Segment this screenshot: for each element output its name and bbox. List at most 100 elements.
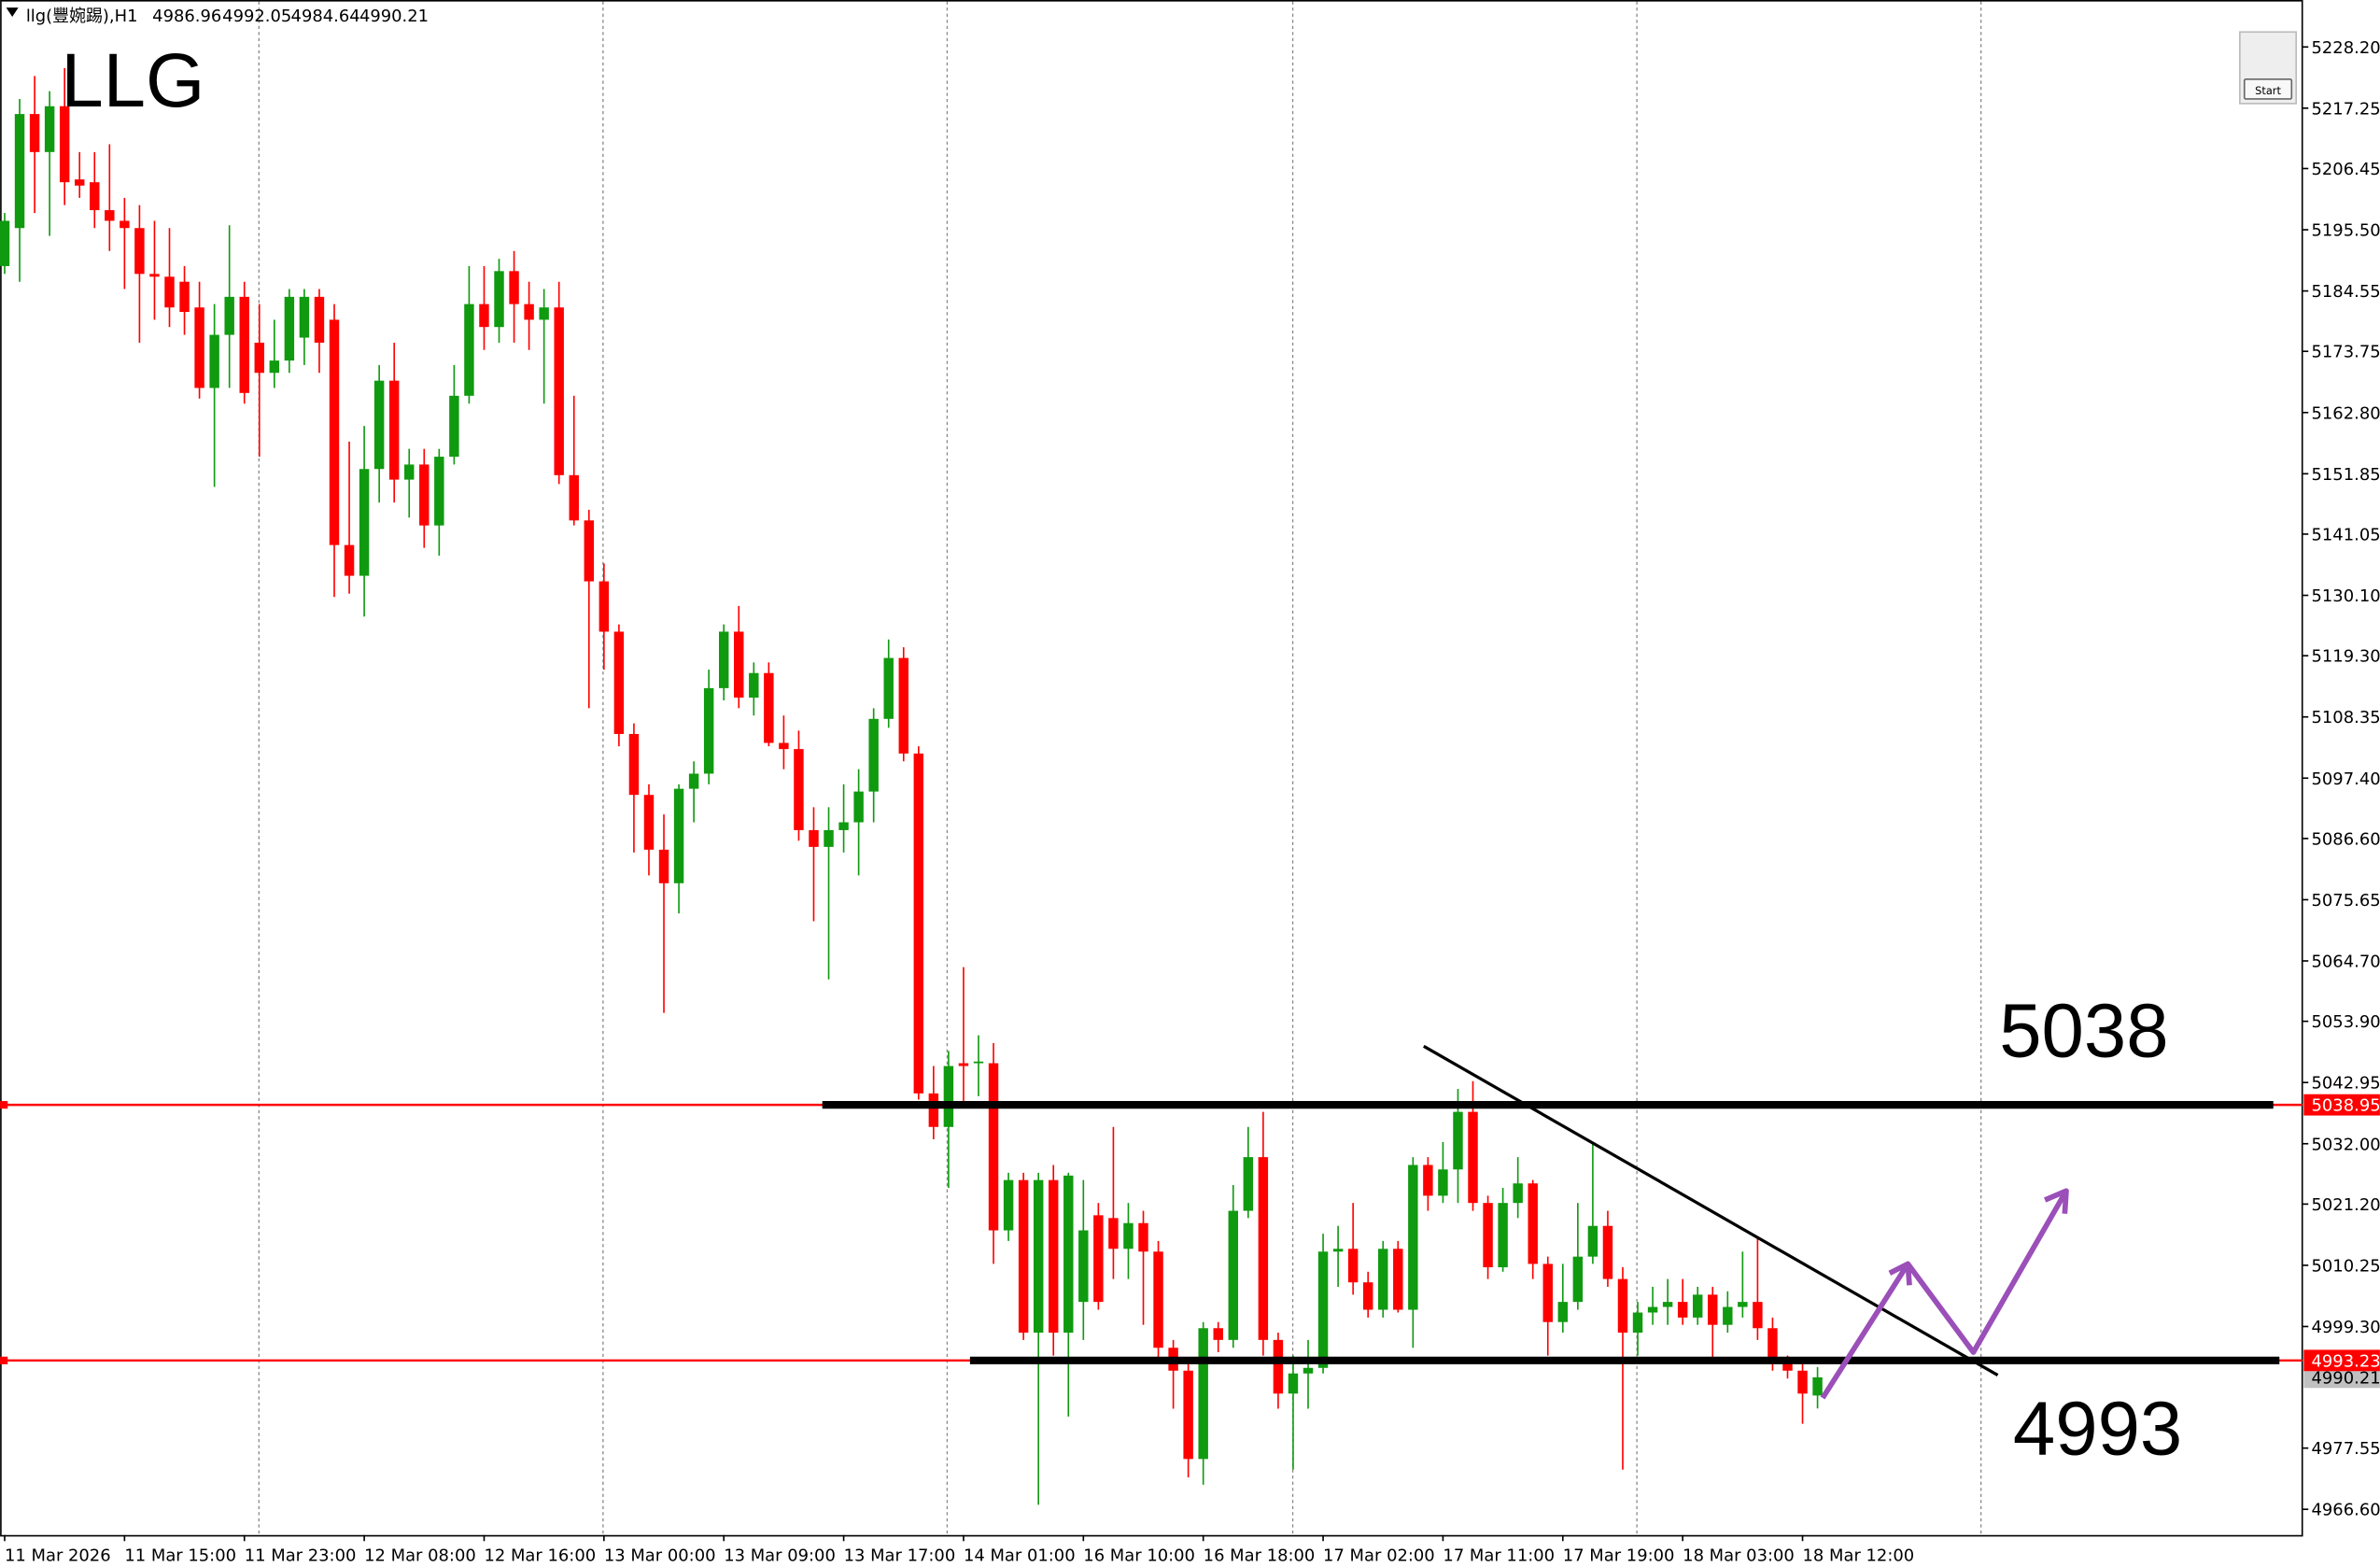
- candle-body: [0, 220, 10, 266]
- y-tick-label: 5151.85: [2312, 465, 2380, 485]
- candle-body: [1213, 1328, 1223, 1340]
- level-tag: [2303, 1349, 2380, 1372]
- x-tick-label: 18 Mar 03:00: [1683, 1546, 1795, 1565]
- candle-body: [1332, 1249, 1344, 1252]
- candle-body: [749, 672, 759, 699]
- candle-body: [958, 1063, 969, 1066]
- candle-body: [943, 1066, 954, 1127]
- candle-body: [239, 296, 249, 393]
- candle-body: [1812, 1376, 1823, 1396]
- candle-body: [673, 788, 684, 883]
- candle-body: [1228, 1210, 1238, 1340]
- y-tick-label: 5184.55: [2312, 282, 2380, 302]
- arrow-head: [1888, 1261, 1912, 1286]
- candle-body: [1468, 1111, 1478, 1204]
- x-tick-label: 12 Mar 08:00: [364, 1546, 476, 1565]
- trend-line: [1423, 1044, 1999, 1376]
- candle-body: [1572, 1256, 1584, 1303]
- time-axis: 11 Mar 2026 11 Mar 15:00 11 Mar 23:00 12 Ma…: [4, 1534, 1915, 1565]
- y-tick-label: 5010.25: [2312, 1256, 2380, 1276]
- level-tag-label: 5038.95: [2312, 1096, 2380, 1116]
- candle-body: [59, 106, 70, 183]
- candle-body: [479, 304, 489, 328]
- level-marker: [0, 1101, 8, 1109]
- start-button[interactable]: [2243, 78, 2293, 100]
- y-tick-label: 5195.50: [2312, 221, 2380, 241]
- y-tick-label: 5217.25: [2312, 99, 2380, 119]
- candle-body: [1093, 1215, 1104, 1303]
- candle-body: [449, 395, 459, 458]
- candle-body: [1317, 1251, 1329, 1368]
- x-tick-label: 18 Mar 12:00: [1803, 1546, 1915, 1565]
- candle-body: [1542, 1263, 1553, 1322]
- x-tick-label: 14 Mar 01:00: [964, 1546, 1076, 1565]
- candle-body: [584, 520, 595, 582]
- levels: [0, 1101, 2303, 1364]
- candle-body: [1557, 1302, 1569, 1322]
- candle-body: [1797, 1370, 1808, 1394]
- start-button-label[interactable]: Start: [2255, 84, 2281, 97]
- candle-body: [853, 791, 864, 823]
- candle-body: [75, 179, 85, 186]
- candle-body: [658, 849, 669, 883]
- candle-body: [164, 276, 175, 308]
- candle-body: [299, 296, 310, 338]
- candle-body: [643, 795, 655, 850]
- candle-body: [329, 319, 340, 545]
- candle-body: [254, 342, 264, 374]
- plot-frame: [0, 0, 2303, 1537]
- chart-title: llg(豐婉踢),H1: [26, 7, 138, 26]
- candle-body: [1767, 1328, 1778, 1363]
- ohlc-open: 4986.96: [152, 7, 221, 26]
- arrow-head: [2044, 1188, 2069, 1214]
- candle-body: [988, 1063, 999, 1231]
- candle-body: [1393, 1249, 1403, 1310]
- candle-body: [1483, 1203, 1493, 1268]
- candle-body: [120, 220, 130, 229]
- candle-body: [419, 464, 430, 526]
- candle-body: [314, 296, 325, 343]
- candle-body: [149, 274, 160, 277]
- y-tick-label: 5173.75: [2312, 343, 2380, 362]
- y-tick-label: 5130.10: [2312, 586, 2380, 606]
- candle-body: [1138, 1222, 1148, 1252]
- y-tick-label: 4977.55: [2312, 1439, 2380, 1459]
- candle-body: [1243, 1157, 1254, 1211]
- level-tag-label: 4993.23: [2312, 1351, 2380, 1371]
- candle-body: [1273, 1339, 1284, 1394]
- annotation: LLG: [61, 38, 204, 123]
- y-tick-label: 5097.40: [2312, 769, 2380, 789]
- ohlc-close: 4990.21: [359, 7, 429, 26]
- x-tick-label: 13 Mar 17:00: [844, 1546, 956, 1565]
- candle-body: [134, 228, 145, 275]
- bid-label: 4990.21: [2312, 1368, 2380, 1388]
- candle-body: [764, 672, 774, 743]
- candle-body: [539, 307, 549, 320]
- candle-body: [344, 544, 355, 576]
- candle-body: [913, 753, 924, 1094]
- x-tick-label: 11 Mar 15:00: [124, 1546, 236, 1565]
- candle-body: [105, 210, 115, 221]
- forecast-arrows: [1820, 1188, 2069, 1400]
- candles: [0, 68, 1823, 1505]
- candle-body: [29, 114, 40, 152]
- candle-body: [1258, 1157, 1269, 1340]
- candle-body: [224, 296, 234, 335]
- candle-body: [779, 742, 789, 750]
- ohlc-low: 4984.64: [291, 7, 360, 26]
- x-tick-label: 11 Mar 2026: [5, 1546, 111, 1565]
- candle-body: [1753, 1302, 1763, 1329]
- candle-body: [1453, 1111, 1463, 1170]
- candle-body: [554, 307, 564, 475]
- candle-body: [509, 271, 519, 304]
- y-tick-label: 5086.60: [2312, 829, 2380, 849]
- candle-body: [1677, 1302, 1688, 1318]
- candle-body: [1782, 1362, 1793, 1371]
- candle-body: [1123, 1222, 1134, 1249]
- x-tick-label: 16 Mar 18:00: [1204, 1546, 1316, 1565]
- candle-body: [1033, 1179, 1044, 1334]
- candle-body: [434, 457, 444, 526]
- price-axis: 5228.20 5217.25 5206.45 5195.50 5184.55 5173.…: [2302, 38, 2380, 1520]
